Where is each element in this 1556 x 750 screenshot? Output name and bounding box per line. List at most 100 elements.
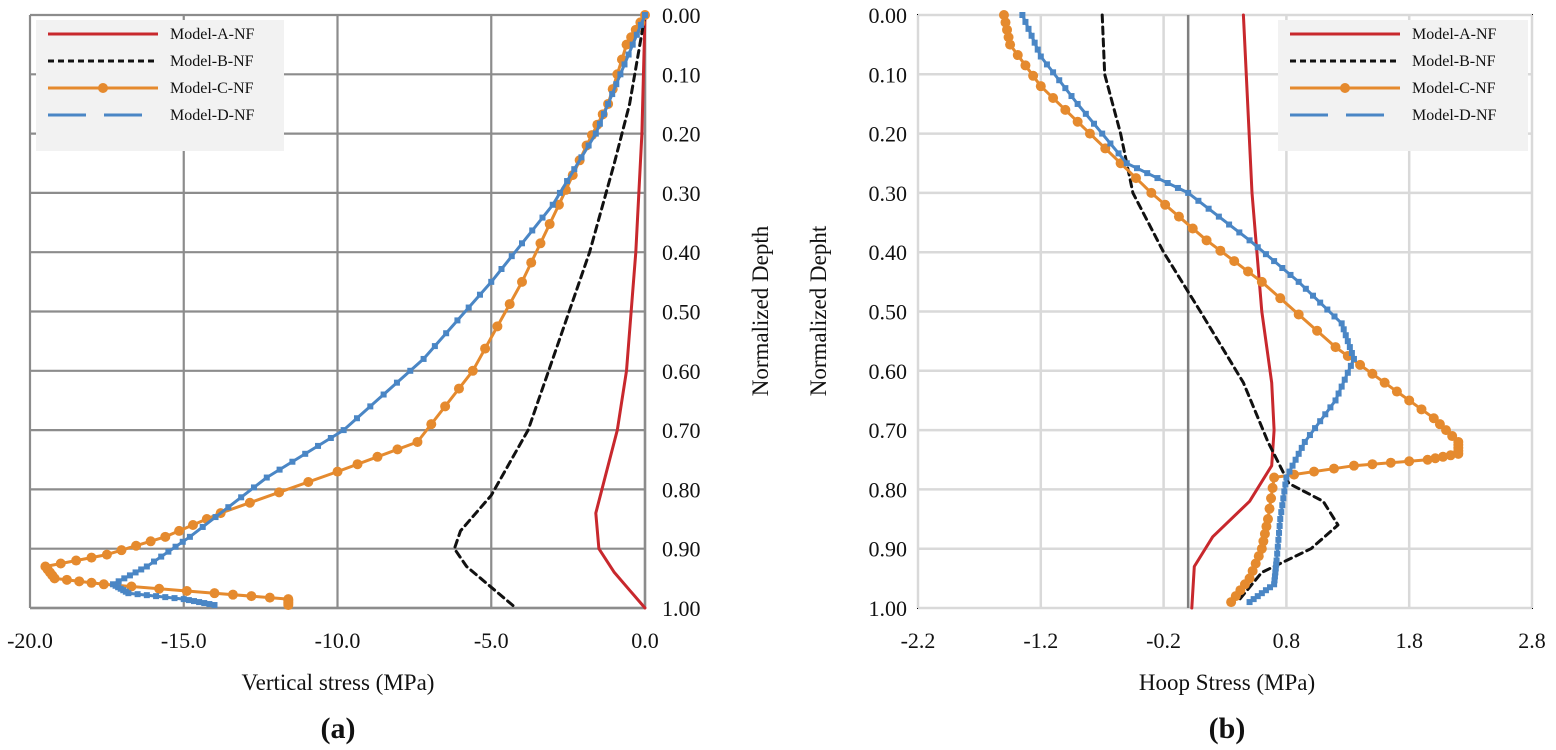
series-point <box>519 240 525 247</box>
legend: Model-A-NF Model-B-NF Model-C-NF Model-D-NF <box>36 20 284 151</box>
series-point <box>1331 313 1338 320</box>
series-point <box>1062 85 1069 92</box>
series-point <box>1259 528 1270 539</box>
series-point <box>199 523 206 530</box>
series-point <box>246 591 257 602</box>
series-point <box>517 276 527 287</box>
series-point <box>617 71 624 78</box>
series-point <box>1229 256 1240 267</box>
series-point <box>1215 245 1226 256</box>
series-point <box>443 330 450 337</box>
series-point <box>1195 197 1202 204</box>
series-point <box>1025 25 1032 32</box>
series-point <box>171 595 178 602</box>
series-point <box>1258 590 1265 597</box>
series-point <box>289 458 296 465</box>
series-point <box>1262 514 1273 525</box>
series-point <box>1348 350 1355 357</box>
series-point <box>263 474 270 481</box>
x-tick-label: -1.2 <box>1023 628 1058 653</box>
series-point <box>1274 550 1281 557</box>
series-point <box>180 596 187 603</box>
legend-label: Model-C-NF <box>1412 80 1496 97</box>
x-tick-label: -20.0 <box>7 628 53 653</box>
series-point <box>1261 521 1272 532</box>
series-point <box>1034 46 1041 53</box>
series-point <box>131 540 142 551</box>
series-point <box>172 543 179 550</box>
series-point <box>1258 536 1269 547</box>
series-point <box>1028 32 1035 39</box>
series-point <box>1328 463 1339 474</box>
series-point <box>315 442 322 449</box>
series-point <box>1115 150 1122 157</box>
series-point <box>1295 278 1302 285</box>
series-point <box>412 436 423 447</box>
series-point <box>1256 276 1267 287</box>
series-point <box>1379 377 1390 388</box>
series-point <box>101 549 112 560</box>
series-point <box>154 583 165 594</box>
series-point <box>302 450 309 457</box>
series-point <box>1144 170 1151 177</box>
legend-box <box>1278 20 1528 151</box>
series-point <box>1002 24 1013 35</box>
series-point <box>1342 332 1349 339</box>
series-point <box>549 201 556 208</box>
legend-label: Model-A-NF <box>170 26 255 43</box>
series-point <box>1367 459 1378 470</box>
series-point <box>1309 466 1320 477</box>
series-point <box>145 536 156 547</box>
series-point <box>160 531 171 542</box>
y-tick-label: 0.80 <box>869 477 908 502</box>
series-point <box>132 569 139 576</box>
y-tick-label: 0.00 <box>869 3 908 28</box>
series-point <box>1312 325 1323 336</box>
series-point <box>283 600 294 611</box>
series-point <box>1271 577 1278 584</box>
series-point <box>1205 205 1212 212</box>
series-point <box>1273 557 1280 564</box>
series-point <box>1173 211 1184 222</box>
series-point <box>1107 140 1114 147</box>
series-point <box>488 278 495 285</box>
series-point <box>158 553 165 560</box>
series-point <box>1267 584 1274 591</box>
series-point <box>454 317 461 324</box>
series-point <box>1306 432 1313 439</box>
series-point <box>1282 481 1289 488</box>
series-point <box>1012 50 1023 61</box>
series-point <box>453 383 464 394</box>
series-point <box>1344 369 1351 376</box>
series-point <box>98 579 109 590</box>
series-point <box>1287 271 1294 278</box>
series-point <box>571 166 578 173</box>
series-point <box>609 91 616 98</box>
series-point <box>162 594 169 601</box>
series-point <box>143 563 150 570</box>
series-point <box>476 291 483 298</box>
y-tick-label: 0.50 <box>869 300 908 325</box>
series-point <box>1391 386 1402 397</box>
series-point <box>191 598 197 605</box>
series-point <box>1317 418 1324 425</box>
series-point <box>115 578 122 585</box>
series-point <box>1322 411 1329 418</box>
series-point <box>327 435 334 442</box>
series-point <box>1276 529 1283 536</box>
x-axis-title: Vertical stress (MPa) <box>242 670 435 695</box>
y-tick-label: 0.40 <box>869 240 908 265</box>
series-point <box>1266 493 1277 504</box>
series-Model-A-NF <box>594 13 647 610</box>
series-point <box>1082 110 1089 117</box>
series-point <box>1422 454 1433 465</box>
series-point <box>535 238 546 249</box>
series-point <box>1271 573 1278 580</box>
y-tick-label: 0.70 <box>869 418 908 443</box>
series-point <box>1254 244 1261 251</box>
y-tick-label: 0.10 <box>662 62 701 87</box>
y-tick-label: 0.30 <box>869 181 908 206</box>
y-tick-label: 0.60 <box>662 359 701 384</box>
series-point <box>605 100 612 107</box>
